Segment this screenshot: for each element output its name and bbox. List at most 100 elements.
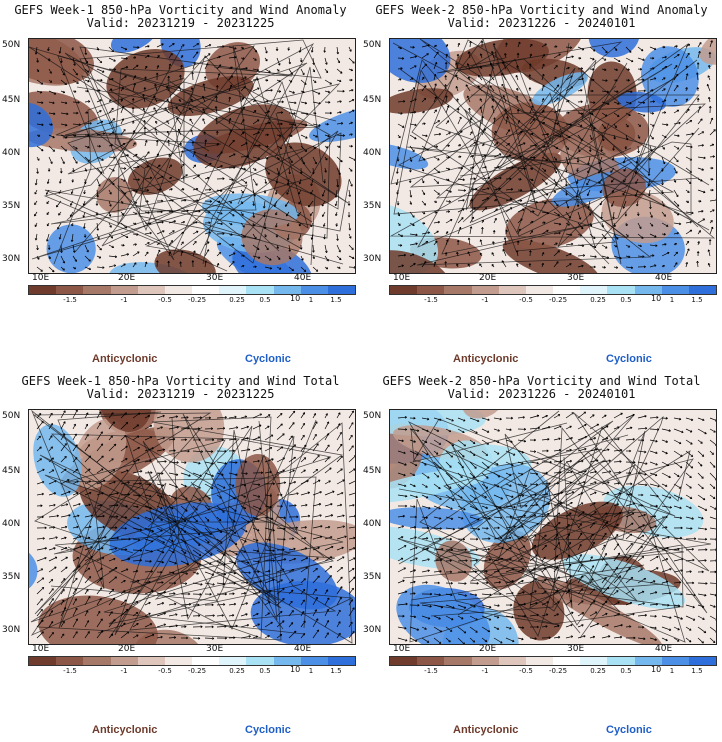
colorbar-swatch — [444, 657, 472, 665]
colorbar-swatch — [327, 657, 356, 665]
cyclonic-region — [588, 39, 640, 58]
vorticity-map — [389, 38, 717, 274]
lon-label-20e: 20E — [118, 273, 136, 283]
anticyclonic-label: Anticyclonic — [453, 724, 519, 736]
lon-label-40e: 40E — [294, 644, 312, 654]
lat-label-30n: 30N — [2, 625, 21, 635]
colorbar-tick: -1.5 — [63, 296, 77, 304]
colorbar-tick: -1.5 — [63, 667, 77, 675]
colorbar-swatch — [219, 657, 247, 665]
colorbar-tick: -0.25 — [548, 667, 568, 675]
colorbar-tick: -0.5 — [158, 667, 172, 675]
anticyclonic-label: Anticyclonic — [92, 724, 158, 736]
anticyclonic-region — [73, 418, 127, 489]
wind-vectors — [397, 411, 716, 644]
panel-valid-dates: Valid: 20231219 - 20231225 — [86, 387, 275, 401]
anticyclonic-region — [153, 410, 225, 463]
cyclonic-region — [396, 584, 491, 644]
colorbar-swatch — [580, 286, 608, 294]
colorbar-tick: -1 — [481, 667, 489, 675]
colorbar-tick: 1 — [308, 296, 314, 304]
colorbar-swatch — [219, 286, 247, 294]
map-graphics — [390, 410, 716, 644]
colorbar-tick: 0.5 — [259, 667, 271, 675]
colorbar-swatch — [417, 286, 445, 294]
colorbar-tick: -1 — [120, 296, 128, 304]
anticyclonic-region — [502, 239, 600, 273]
lat-label-40n: 40N — [2, 148, 21, 158]
colorbar-swatch — [634, 286, 662, 294]
anticyclonic-region — [536, 575, 663, 644]
cyclonic-region — [309, 103, 355, 143]
cyclonic-label: Cyclonic — [245, 353, 291, 365]
lat-label-30n: 30N — [363, 254, 382, 264]
colorbar — [28, 285, 356, 295]
cyclonic-label: Cyclonic — [606, 353, 652, 365]
lat-label-45n: 45N — [363, 466, 382, 476]
map-panel: GEFS Week-2 850-hPa Vorticity and Wind T… — [361, 371, 722, 742]
colorbar-multiplier: 10 — [290, 294, 301, 303]
colorbar-swatch — [607, 286, 635, 294]
colorbar-swatch — [417, 657, 445, 665]
lat-label-40n: 40N — [2, 519, 21, 529]
colorbar-swatch — [327, 286, 356, 294]
colorbar — [389, 656, 717, 666]
anticyclonic-region — [29, 39, 94, 85]
colorbar-tick: 0.25 — [590, 667, 606, 675]
cyclonic-region — [390, 507, 483, 530]
colorbar-tick: 0.25 — [229, 667, 245, 675]
cyclonic-region — [390, 410, 486, 437]
lon-label-30e: 30E — [206, 273, 224, 283]
lon-label-20e: 20E — [479, 273, 497, 283]
lat-label-35n: 35N — [2, 572, 21, 582]
colorbar-swatch — [300, 286, 328, 294]
colorbar-swatch — [83, 286, 111, 294]
colorbar-swatch — [56, 286, 84, 294]
colorbar-swatch — [29, 657, 57, 665]
cyclonic-region — [29, 544, 38, 595]
colorbar-swatch — [246, 657, 274, 665]
vorticity-map — [28, 38, 356, 274]
colorbar-tick: 0.25 — [229, 296, 245, 304]
map-panel: GEFS Week-1 850-hPa Vorticity and Wind A… — [0, 0, 361, 371]
colorbar-tick: 0.5 — [620, 667, 632, 675]
lat-label-35n: 35N — [2, 201, 21, 211]
lat-label-40n: 40N — [363, 148, 382, 158]
cyclonic-region — [110, 39, 157, 53]
lon-label-10e: 10E — [32, 273, 50, 283]
colorbar-tick: -0.5 — [158, 296, 172, 304]
colorbar-swatch — [525, 286, 554, 294]
colorbar-swatch — [137, 657, 165, 665]
colorbar-tick: -0.5 — [519, 296, 533, 304]
lon-label-10e: 10E — [393, 644, 411, 654]
colorbar-multiplier: 10 — [290, 665, 301, 674]
anticyclonic-region — [96, 177, 133, 213]
colorbar-swatch — [110, 286, 138, 294]
lon-label-20e: 20E — [479, 644, 497, 654]
cyclonic-region — [390, 39, 451, 83]
lon-label-40e: 40E — [294, 273, 312, 283]
colorbar — [28, 656, 356, 666]
panel-title: GEFS Week-2 850-hPa Vorticity and Wind A… — [375, 3, 708, 17]
colorbar — [389, 285, 717, 295]
coastlines — [390, 39, 716, 266]
lon-label-10e: 10E — [32, 644, 50, 654]
colorbar-swatch — [498, 657, 526, 665]
colorbar-swatch — [525, 657, 554, 665]
colorbar-swatch — [390, 286, 418, 294]
colorbar-swatch — [498, 286, 526, 294]
colorbar-tick: -1.5 — [424, 667, 438, 675]
colorbar-multiplier: 10 — [651, 294, 662, 303]
map-graphics — [29, 39, 355, 273]
map-graphics — [390, 39, 716, 273]
colorbar-tick: -1 — [120, 667, 128, 675]
panel-title: GEFS Week-1 850-hPa Vorticity and Wind A… — [14, 3, 347, 17]
colorbar-tick: 1.5 — [691, 296, 703, 304]
vorticity-map — [28, 409, 356, 645]
colorbar-swatch — [553, 657, 581, 665]
colorbar-tick: -0.25 — [187, 667, 207, 675]
cyclonic-region — [563, 554, 686, 610]
lon-label-40e: 40E — [655, 273, 673, 283]
lon-label-30e: 30E — [567, 644, 585, 654]
colorbar-swatch — [390, 657, 418, 665]
